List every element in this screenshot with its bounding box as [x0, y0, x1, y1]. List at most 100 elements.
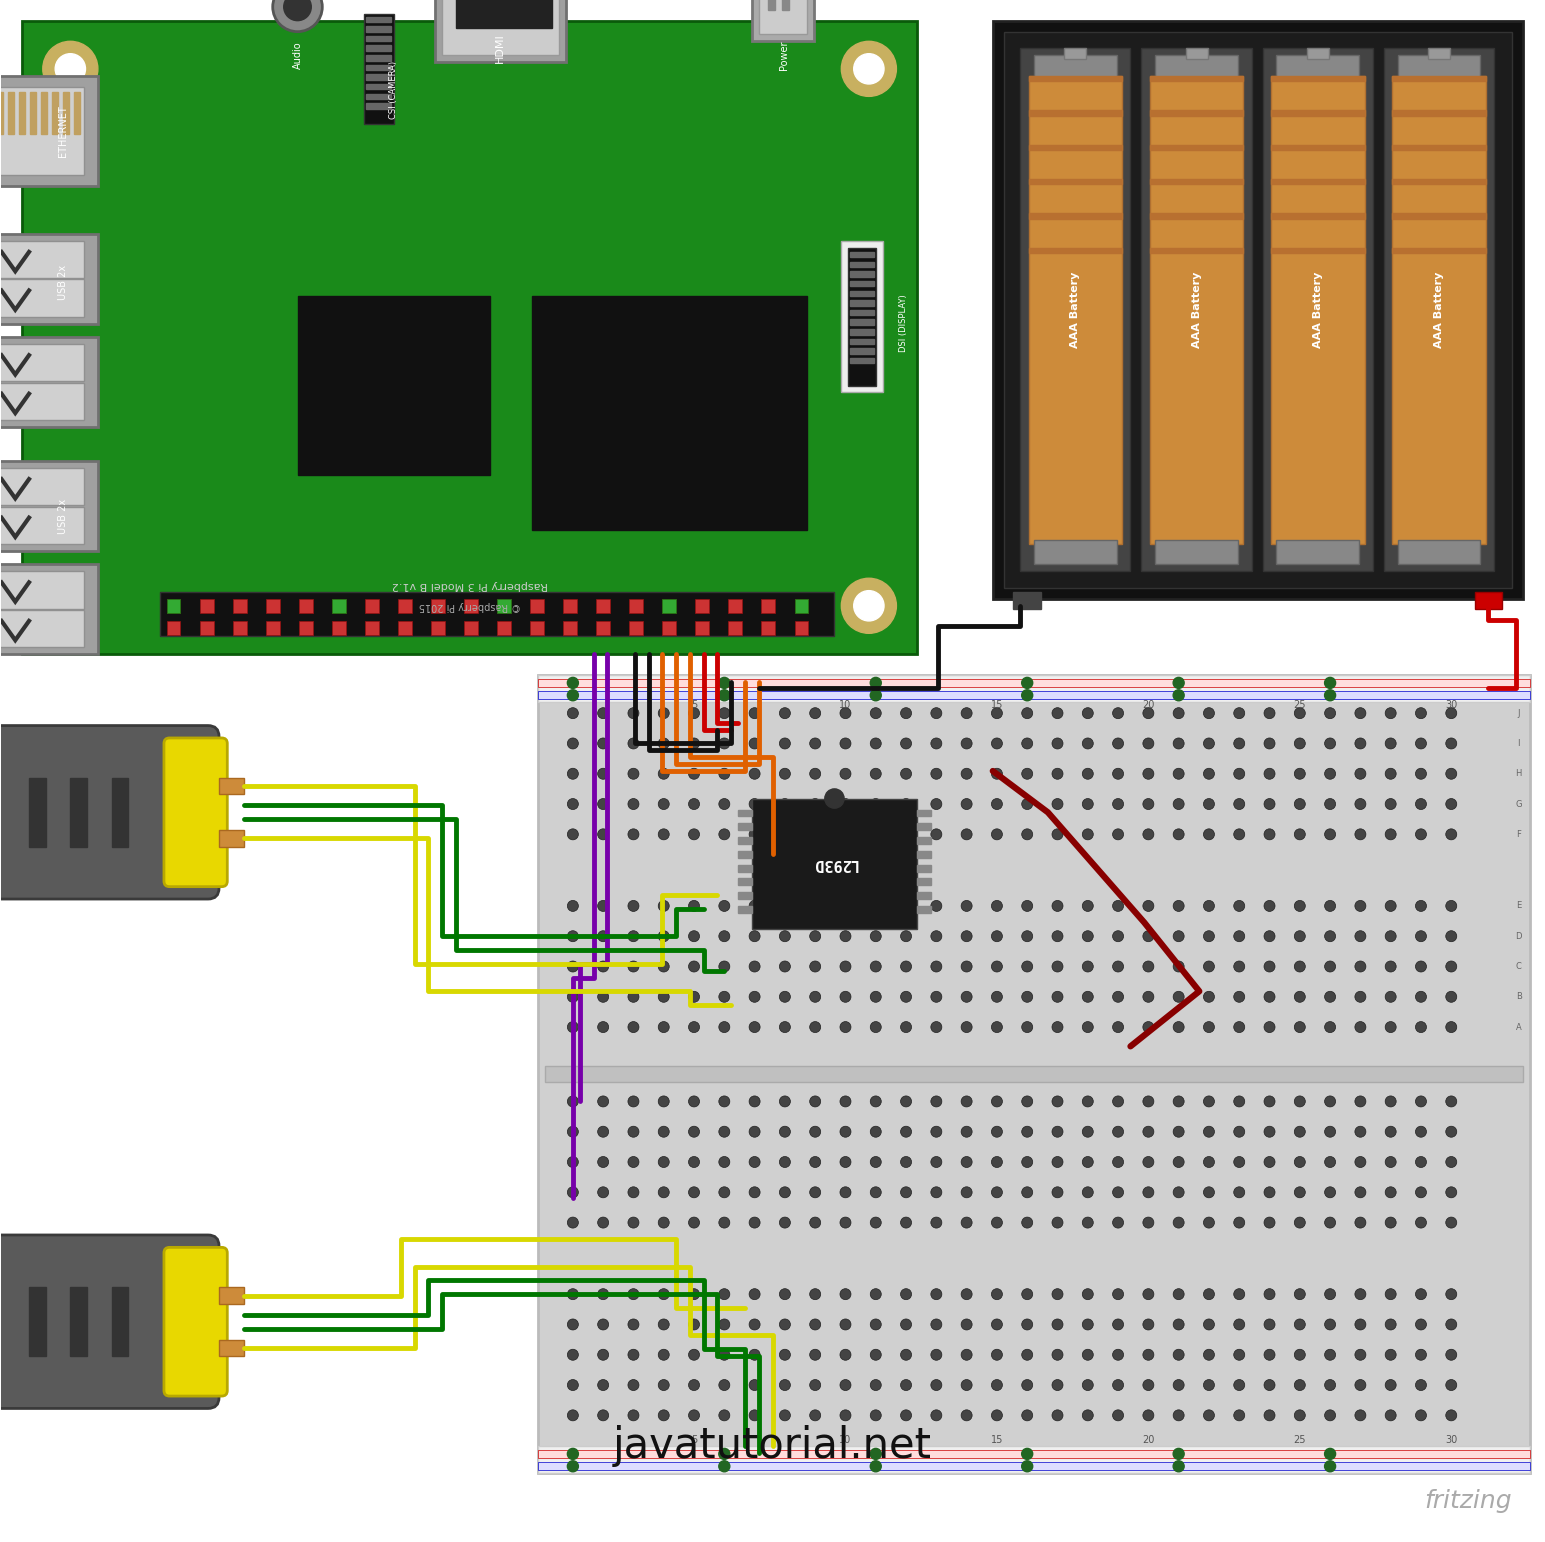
Circle shape — [1386, 901, 1397, 911]
Circle shape — [1264, 1380, 1275, 1391]
Circle shape — [870, 708, 881, 719]
Circle shape — [1295, 1380, 1306, 1391]
Circle shape — [1446, 768, 1457, 779]
Circle shape — [749, 1126, 760, 1138]
Circle shape — [567, 931, 578, 942]
Bar — [1149, 109, 1244, 116]
Circle shape — [627, 931, 640, 942]
Bar — [728, 598, 742, 612]
Bar — [545, 1066, 1523, 1082]
Bar — [366, 65, 391, 71]
Circle shape — [840, 1156, 851, 1167]
Circle shape — [1204, 739, 1214, 749]
Circle shape — [1295, 1409, 1306, 1420]
Circle shape — [749, 1380, 760, 1391]
Circle shape — [627, 992, 640, 1002]
Circle shape — [1021, 1021, 1032, 1033]
Circle shape — [810, 1096, 820, 1107]
Circle shape — [1021, 1187, 1032, 1198]
Circle shape — [1021, 1448, 1032, 1459]
Circle shape — [1386, 708, 1397, 719]
Bar — [848, 248, 876, 386]
Text: CSI (CAMERA): CSI (CAMERA) — [389, 60, 399, 119]
Bar — [1272, 179, 1364, 185]
Bar — [850, 310, 874, 315]
Circle shape — [992, 1289, 1003, 1300]
Circle shape — [810, 1380, 820, 1391]
Circle shape — [1083, 1318, 1094, 1329]
Circle shape — [961, 1021, 972, 1033]
Circle shape — [1295, 1289, 1306, 1300]
Bar — [363, 14, 394, 123]
Circle shape — [810, 768, 820, 779]
Circle shape — [718, 828, 729, 840]
Circle shape — [1052, 1217, 1063, 1227]
Circle shape — [840, 1126, 851, 1138]
Circle shape — [689, 1318, 700, 1329]
Circle shape — [961, 1380, 972, 1391]
Bar — [752, 0, 814, 42]
Circle shape — [1021, 1318, 1032, 1329]
Circle shape — [1264, 992, 1275, 1002]
Circle shape — [1295, 1021, 1306, 1033]
Circle shape — [749, 768, 760, 779]
Bar — [596, 621, 610, 635]
Text: A: A — [1516, 1022, 1522, 1032]
Circle shape — [810, 1187, 820, 1198]
Circle shape — [567, 1217, 578, 1227]
Circle shape — [567, 1156, 578, 1167]
Circle shape — [1264, 961, 1275, 971]
Circle shape — [810, 739, 820, 749]
Circle shape — [689, 1380, 700, 1391]
Circle shape — [840, 1349, 851, 1360]
Bar — [332, 598, 346, 612]
Circle shape — [689, 1187, 700, 1198]
Circle shape — [810, 799, 820, 810]
Circle shape — [1324, 1187, 1335, 1198]
Bar — [366, 56, 391, 60]
Circle shape — [1143, 739, 1154, 749]
Bar — [298, 296, 490, 475]
Text: 20: 20 — [1142, 1436, 1154, 1445]
Circle shape — [930, 1380, 942, 1391]
Bar — [850, 290, 874, 296]
Circle shape — [961, 739, 972, 749]
Circle shape — [749, 828, 760, 840]
Circle shape — [1324, 961, 1335, 971]
Bar — [918, 905, 930, 913]
Circle shape — [689, 708, 700, 719]
Bar — [366, 45, 391, 51]
Circle shape — [1083, 768, 1094, 779]
Circle shape — [1021, 1380, 1032, 1391]
Circle shape — [718, 799, 729, 810]
Circle shape — [1234, 1126, 1245, 1138]
Bar — [0, 279, 83, 316]
Circle shape — [627, 708, 640, 719]
Circle shape — [840, 799, 851, 810]
Circle shape — [1386, 768, 1397, 779]
Circle shape — [1143, 1409, 1154, 1420]
Circle shape — [1295, 739, 1306, 749]
Circle shape — [901, 1349, 912, 1360]
Circle shape — [1052, 1409, 1063, 1420]
Circle shape — [901, 1126, 912, 1138]
Bar — [1029, 76, 1122, 544]
Circle shape — [1446, 739, 1457, 749]
Circle shape — [43, 42, 97, 96]
Circle shape — [1386, 992, 1397, 1002]
Circle shape — [1234, 961, 1245, 971]
Circle shape — [854, 54, 884, 83]
Circle shape — [1234, 1156, 1245, 1167]
Bar — [1149, 213, 1244, 219]
Circle shape — [992, 1156, 1003, 1167]
Text: DSI (DISPLAY): DSI (DISPLAY) — [899, 295, 908, 353]
Circle shape — [718, 1460, 729, 1471]
Circle shape — [1264, 1187, 1275, 1198]
Text: 10: 10 — [839, 1436, 851, 1445]
Bar — [0, 507, 83, 544]
Circle shape — [1234, 931, 1245, 942]
Circle shape — [1355, 901, 1366, 911]
Circle shape — [1234, 1096, 1245, 1107]
Circle shape — [840, 992, 851, 1002]
Circle shape — [689, 768, 700, 779]
